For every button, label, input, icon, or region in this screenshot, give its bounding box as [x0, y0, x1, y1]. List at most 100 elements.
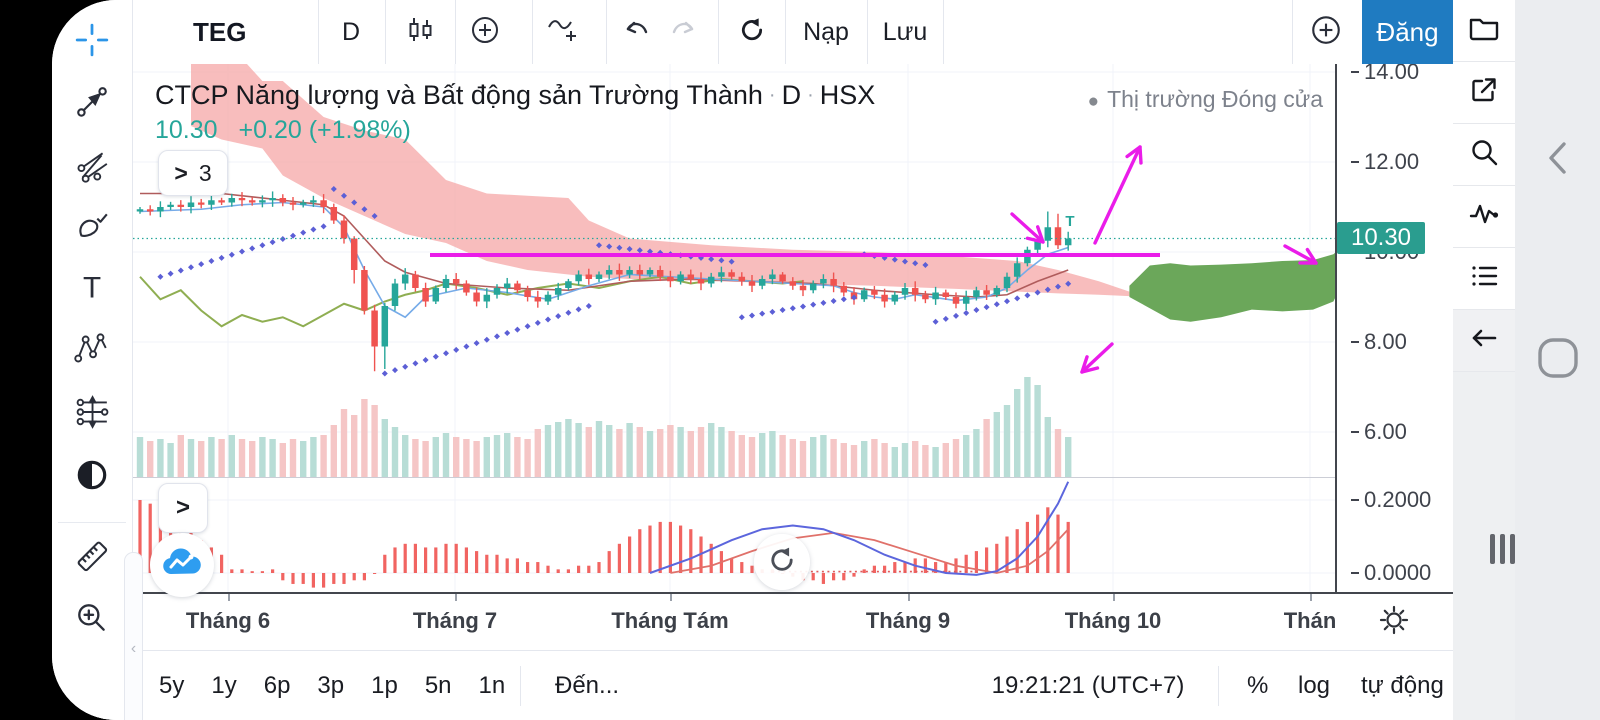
android-recents-button[interactable] [1460, 532, 1545, 571]
open-external-button[interactable] [1453, 62, 1515, 124]
volume-bar [973, 429, 980, 477]
interval-button[interactable]: D [341, 17, 361, 46]
histogram-bar [821, 573, 825, 584]
volume-bar [585, 427, 592, 477]
chart-type-button[interactable] [399, 0, 443, 64]
external-link-icon [1469, 75, 1499, 110]
volume-bar [769, 431, 776, 477]
volume-bar [983, 419, 990, 477]
zoom-in-tool[interactable] [52, 597, 132, 643]
candle-body [626, 270, 633, 275]
back-arrow-button[interactable] [1453, 310, 1515, 372]
projection-tool[interactable] [52, 391, 132, 437]
reload-button[interactable] [729, 0, 775, 64]
candle-body [514, 283, 521, 291]
volume-bar [993, 412, 1000, 477]
volume-bar [147, 441, 154, 477]
cloud-sync-button[interactable] [150, 533, 214, 597]
volume-bar [432, 437, 439, 477]
trend-line-tool[interactable] [52, 82, 132, 128]
range-button-5y[interactable]: 5y [159, 672, 185, 699]
cloud-sync-icon [161, 547, 203, 584]
android-back-button[interactable] [1515, 140, 1600, 181]
home-circle-icon [1536, 336, 1580, 385]
histogram-bar [842, 573, 846, 581]
volume-bar [371, 405, 378, 477]
title-separator: · [768, 84, 776, 106]
range-button-1y[interactable]: 1y [211, 672, 237, 699]
toolbar-divider [385, 0, 386, 64]
candle-body [738, 276, 746, 282]
half-circle-tool[interactable] [52, 454, 132, 500]
log-scale-button[interactable]: log [1298, 672, 1331, 699]
volume-bar [1003, 405, 1011, 477]
list-icon [1469, 262, 1499, 295]
brush-tool[interactable] [52, 205, 132, 251]
symbol-button[interactable]: TEG [193, 16, 247, 47]
clock[interactable]: 19:21:21 (UTC+7) [991, 672, 1185, 699]
folder-button[interactable] [1453, 0, 1515, 62]
save-layout-button[interactable]: Lưu [882, 17, 928, 46]
price-chart[interactable]: T [133, 64, 1335, 592]
goto-date-button[interactable]: Đến... [555, 672, 620, 699]
candle-body [1003, 276, 1011, 288]
measure-tool[interactable] [52, 535, 132, 581]
histogram-bar [220, 554, 224, 573]
legend-collapse-button[interactable]: > 3 [158, 150, 228, 196]
range-button-3p[interactable]: 3p [317, 672, 345, 699]
candle-body [656, 270, 664, 277]
search-button[interactable] [1453, 124, 1515, 186]
time-axis[interactable]: Tháng 6 Tháng 7 Tháng Tám Tháng 9 Tháng 10 Th… [133, 592, 1335, 650]
candle-body [1034, 240, 1041, 250]
range-button-1p[interactable]: 1p [371, 672, 398, 699]
range-button-6p[interactable]: 6p [263, 672, 291, 699]
load-layout-button[interactable]: Nạp [803, 17, 849, 46]
folder-icon [1468, 13, 1500, 48]
candlestick-style-icon [406, 15, 436, 50]
text-tool[interactable]: T [52, 267, 132, 313]
xabcd-pattern-tool[interactable] [52, 328, 132, 374]
candle-body [585, 274, 593, 279]
volume-bar [177, 435, 184, 477]
volume-bar [1014, 389, 1021, 477]
volume-bar [238, 439, 246, 477]
volume-bar [881, 443, 888, 477]
auto-scale-button[interactable]: tự động [1361, 672, 1444, 699]
range-button-1n[interactable]: 1n [478, 672, 506, 699]
sidebar-collapse-handle[interactable]: ‹ [124, 552, 143, 720]
candle-body [1064, 238, 1072, 246]
volume-bar [269, 439, 276, 477]
percent-scale-button[interactable]: % [1247, 672, 1269, 699]
month-tick [908, 594, 910, 601]
indicators-button[interactable] [541, 0, 585, 64]
sun-icon[interactable] [1378, 604, 1410, 641]
pane2-collapse-button[interactable]: > [158, 483, 208, 533]
list-button[interactable] [1453, 248, 1515, 310]
crosshair-tool[interactable] [52, 19, 132, 65]
sar-dot [626, 246, 633, 253]
candle-body [391, 283, 399, 306]
sar-dot [432, 353, 439, 360]
histogram-bar [403, 543, 407, 573]
add-button[interactable] [1301, 0, 1351, 64]
android-home-button[interactable] [1515, 336, 1600, 385]
half-circle-icon [74, 457, 110, 498]
sar-dot [290, 232, 296, 239]
parallel-channel-tool[interactable] [52, 145, 132, 191]
chart-title[interactable]: CTCP Năng lượng và Bất động sản Trường T… [155, 80, 875, 111]
pulse-button[interactable] [1453, 186, 1515, 248]
sar-dot [300, 229, 307, 236]
undo-button[interactable] [615, 0, 659, 64]
refresh-floating-button[interactable] [754, 534, 810, 590]
histogram-bar [597, 562, 601, 573]
redo-button[interactable] [661, 0, 705, 64]
arrow-drawing [1010, 212, 1045, 244]
compare-button[interactable] [463, 0, 507, 64]
volume-bar [871, 439, 878, 477]
publish-button[interactable]: Đăng [1362, 0, 1453, 64]
range-button-5n[interactable]: 5n [424, 672, 452, 699]
histogram-bar [617, 543, 621, 573]
candle-body [299, 202, 307, 205]
volume-bar [963, 435, 970, 477]
